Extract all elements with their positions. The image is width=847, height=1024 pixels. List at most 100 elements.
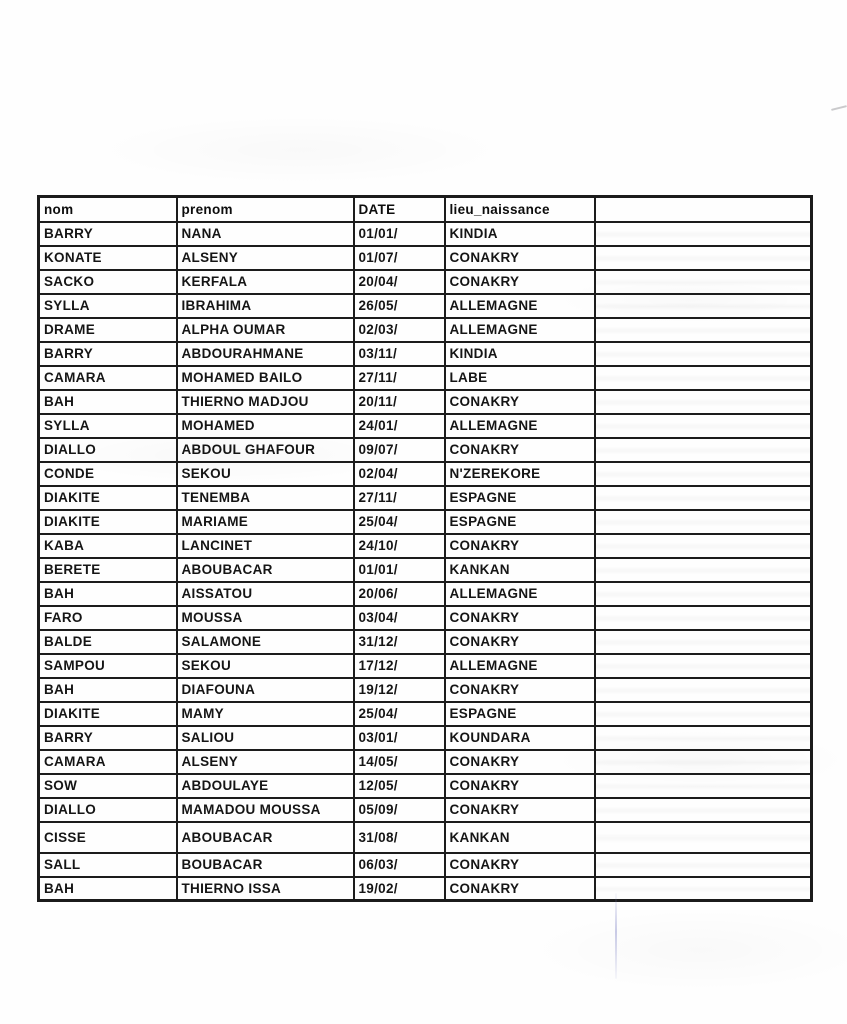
cell-empty [593,220,813,247]
cell-empty [593,604,813,631]
cell-date: 27/11/ [352,364,446,391]
cell-nom: CAMARA [37,364,178,391]
table-row: DIAKITE TENEMBA 27/11/ESPAGNE [37,484,813,511]
cell-empty [593,244,813,271]
cell-nom: SALL [37,851,178,878]
table-row: BALDE SALAMONE 31/12/CONAKRY [37,628,813,655]
cell-nom: BARRY [37,724,178,751]
cell-prenom: ALPHA OUMAR [175,316,355,343]
cell-prenom: IBRAHIMA [175,292,355,319]
cell-date: 26/05/ [352,292,446,319]
cell-prenom: SEKOU [175,460,355,487]
table-row: FARO MOUSSA 03/04/CONAKRY [37,604,813,631]
cell-empty [593,851,813,878]
cell-nom: KONATE [37,244,178,271]
cell-nom: SACKO [37,268,178,295]
cell-nom: BAH [37,580,178,607]
cell-lieu: CONAKRY [443,628,596,655]
cell-empty [593,484,813,511]
cell-prenom: DIAFOUNA [175,676,355,703]
cell-nom: BAH [37,676,178,703]
cell-date: 17/12/ [352,652,446,679]
cell-nom: DIALLO [37,436,178,463]
cell-nom: FARO [37,604,178,631]
cell-prenom: ABDOULAYE [175,772,355,799]
cell-prenom: AISSATOU [175,580,355,607]
cell-lieu: N'ZEREKORE [443,460,596,487]
cell-lieu: CONAKRY [443,875,596,902]
cell-prenom: ABOUBACAR [175,820,355,854]
cell-empty [593,292,813,319]
cell-lieu: CONAKRY [443,851,596,878]
cell-empty [593,820,813,854]
cell-date: 02/04/ [352,460,446,487]
cell-lieu: KINDIA [443,220,596,247]
cell-lieu: CONAKRY [443,436,596,463]
cell-empty [593,268,813,295]
cell-empty [593,340,813,367]
cell-empty [593,364,813,391]
cell-lieu: CONAKRY [443,604,596,631]
cell-nom: BERETE [37,556,178,583]
cell-empty [593,388,813,415]
table-row: BAH THIERNO ISSA 19/02/CONAKRY [37,875,813,902]
table-row: BARRY ABDOURAHMANE 03/11/KINDIA [37,340,813,367]
table-row: SAMPOU SEKOU 17/12/ALLEMAGNE [37,652,813,679]
cell-date: 02/03/ [352,316,446,343]
cell-empty [593,700,813,727]
cell-lieu: ALLEMAGNE [443,652,596,679]
table-row: CONDE SEKOU 02/04/N'ZEREKORE [37,460,813,487]
cell-nom: DIAKITE [37,700,178,727]
cell-lieu: CONAKRY [443,676,596,703]
cell-date: 20/04/ [352,268,446,295]
table-row: BARRY SALIOU 03/01/KOUNDARA [37,724,813,751]
cell-nom: SOW [37,772,178,799]
table-row: CAMARA ALSENY 14/05/CONAKRY [37,748,813,775]
table-header: nom prenom DATE lieu_naissance [37,195,813,223]
table-row: BAH THIERNO MADJOU 20/11/CONAKRY [37,388,813,415]
cell-lieu: ALLEMAGNE [443,412,596,439]
cell-empty [593,316,813,343]
cell-date: 01/07/ [352,244,446,271]
names-table: nom prenom DATE lieu_naissance BARRY NANA 01/… [37,195,813,902]
cell-lieu: CONAKRY [443,796,596,823]
cell-prenom: THIERNO ISSA [175,875,355,902]
cell-nom: SYLLA [37,292,178,319]
table-row: SACKO KERFALA 20/04/CONAKRY [37,268,813,295]
table-row: DIAKITE MARIAME 25/04/ESPAGNE [37,508,813,535]
table-row: DIAKITE MAMY 25/04/ESPAGNE [37,700,813,727]
cell-date: 24/10/ [352,532,446,559]
cell-lieu: ESPAGNE [443,700,596,727]
cell-nom: DIAKITE [37,508,178,535]
cell-date: 25/04/ [352,508,446,535]
cell-nom: CISSE [37,820,178,854]
cell-empty [593,412,813,439]
table-row: SALL BOUBACAR 06/03/CONAKRY [37,851,813,878]
table-row: DIALLO ABDOUL GHAFOUR 09/07/CONAKRY [37,436,813,463]
cell-prenom: MAMY [175,700,355,727]
cell-prenom: MOHAMED [175,412,355,439]
cell-prenom: KERFALA [175,268,355,295]
cell-empty [593,676,813,703]
cell-nom: DRAME [37,316,178,343]
cell-prenom: THIERNO MADJOU [175,388,355,415]
cell-date: 03/11/ [352,340,446,367]
cell-nom: SYLLA [37,412,178,439]
table-row: BAH DIAFOUNA 19/12/CONAKRY [37,676,813,703]
cell-lieu: LABE [443,364,596,391]
cell-date: 01/01/ [352,220,446,247]
cell-date: 31/08/ [352,820,446,854]
column-header-prenom: prenom [175,195,355,223]
table-row: BARRY NANA 01/01/KINDIA [37,220,813,247]
cell-prenom: ABDOURAHMANE [175,340,355,367]
cell-empty [593,875,813,902]
cell-empty [593,532,813,559]
cell-nom: CONDE [37,460,178,487]
cell-date: 31/12/ [352,628,446,655]
column-header-date: DATE [352,195,446,223]
cell-date: 25/04/ [352,700,446,727]
cell-lieu: KANKAN [443,820,596,854]
cell-lieu: CONAKRY [443,244,596,271]
table-row: KONATE ALSENY 01/07/CONAKRY [37,244,813,271]
